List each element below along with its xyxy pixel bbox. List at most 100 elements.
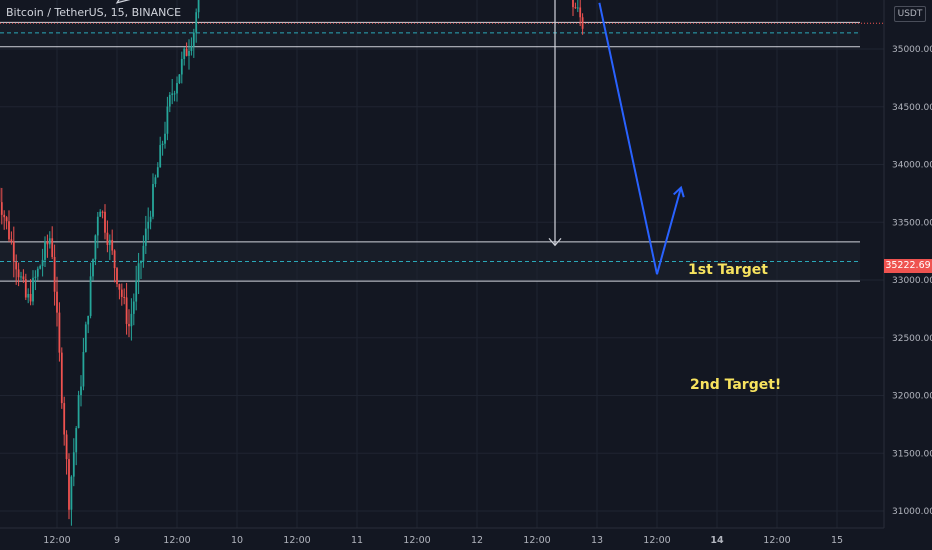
price-tick-label: 31000.00: [892, 507, 932, 517]
candle-body: [154, 177, 157, 185]
triangle-pattern: [115, 0, 131, 4]
candle-body: [574, 7, 577, 9]
candle-body: [168, 94, 171, 107]
candle-body: [39, 266, 42, 269]
candle-body: [108, 239, 111, 245]
price-tick-label: 33500.00: [892, 218, 932, 228]
candle-body: [8, 221, 10, 240]
candle-body: [70, 476, 73, 510]
candle-body: [135, 280, 138, 302]
candle-body: [166, 106, 169, 134]
candle-body: [576, 7, 579, 9]
time-tick-label: 12: [471, 535, 483, 546]
candle-body: [197, 0, 200, 13]
candle-body: [180, 58, 183, 75]
candle-body: [581, 17, 584, 29]
time-tick-label: 12:00: [643, 535, 670, 546]
currency-badge[interactable]: USDT: [894, 6, 926, 22]
candle-body: [41, 259, 44, 267]
price-axis: 39000.0038500.0038000.0037500.0037000.00…: [892, 45, 932, 517]
candle-body: [29, 293, 32, 302]
candle-body: [48, 238, 51, 245]
candle-body: [144, 228, 147, 246]
second-target-label: 2nd Target!: [690, 377, 782, 393]
candle-body: [5, 217, 8, 222]
time-tick-label: 12:00: [283, 535, 310, 546]
candle-body: [195, 12, 198, 33]
time-tick-label: 9: [114, 535, 120, 546]
candle-body: [46, 241, 49, 245]
projection-path-second: [598, 2, 682, 275]
candle-body: [137, 263, 140, 281]
candle-body: [104, 211, 106, 233]
candle-body: [156, 167, 159, 178]
price-tick-label: 34000.00: [892, 161, 932, 171]
candle-body: [188, 50, 190, 56]
measured-move-arrowhead: [548, 237, 562, 247]
candle-body: [89, 276, 92, 316]
candle-body: [92, 259, 94, 277]
candle-body: [3, 214, 6, 218]
candle-body: [17, 269, 20, 278]
candle-body: [87, 315, 90, 325]
time-tick-label: 11: [351, 535, 363, 546]
candle-body: [111, 239, 114, 251]
candle-body: [80, 386, 82, 396]
candle-body: [20, 276, 22, 278]
target-zone-fill: [0, 22, 860, 47]
candle-body: [0, 202, 3, 215]
candle-body: [106, 232, 109, 245]
candle-body: [94, 235, 97, 260]
candle-body: [152, 184, 154, 217]
time-axis: 12:00 9 12:00 10 12:00 11 12:00 12 12:00 13 12:00 1…: [43, 535, 843, 546]
candle-body: [572, 0, 574, 8]
candle-body: [142, 245, 145, 262]
candle-body: [190, 46, 193, 51]
candle-body: [171, 93, 174, 95]
candle-body: [123, 296, 126, 298]
candle-body: [130, 313, 133, 327]
time-tick-label: 12:00: [163, 535, 190, 546]
price-tick-label: 33000.00: [892, 276, 932, 286]
candle-body: [125, 297, 128, 324]
candle-body: [185, 48, 188, 56]
time-tick-label: 12:00: [523, 535, 550, 546]
candle-body: [77, 395, 80, 429]
time-tick-label: 12:00: [43, 535, 70, 546]
candle-body: [147, 221, 150, 229]
candle-body: [149, 216, 152, 222]
candle-body: [56, 291, 58, 313]
candle-body: [579, 7, 582, 18]
first-target-label: 1st Target: [688, 262, 768, 278]
price-tick-label: 34500.00: [892, 103, 932, 113]
candle-body: [36, 268, 39, 277]
candle-body: [183, 48, 186, 59]
candle-body: [32, 277, 34, 302]
time-tick-label: 13: [591, 535, 603, 546]
candle-body: [68, 459, 70, 510]
candle-body: [75, 428, 78, 453]
price-tick-label: 32000.00: [892, 392, 932, 402]
candle-body: [96, 216, 99, 236]
candle-body: [118, 284, 121, 290]
candle-body: [173, 93, 176, 95]
candle-body: [10, 239, 13, 242]
time-tick-label: 12:00: [763, 535, 790, 546]
candle-body: [176, 83, 178, 94]
candle-body: [60, 352, 63, 404]
candle-body: [24, 279, 27, 298]
candle-body: [58, 312, 61, 353]
candle-body: [164, 133, 166, 144]
candle-body: [161, 143, 164, 146]
candle-body: [15, 261, 18, 270]
candle-body: [101, 211, 104, 213]
projection-path-second-arrowhead: [673, 185, 685, 198]
candle-body: [65, 434, 68, 460]
candles: [0, 0, 584, 526]
candle-body: [128, 323, 130, 327]
candle-body: [116, 268, 118, 285]
price-tick-label: 31500.00: [892, 449, 932, 459]
candle-body: [34, 276, 37, 278]
price-tick-label: 35000.00: [892, 45, 932, 55]
